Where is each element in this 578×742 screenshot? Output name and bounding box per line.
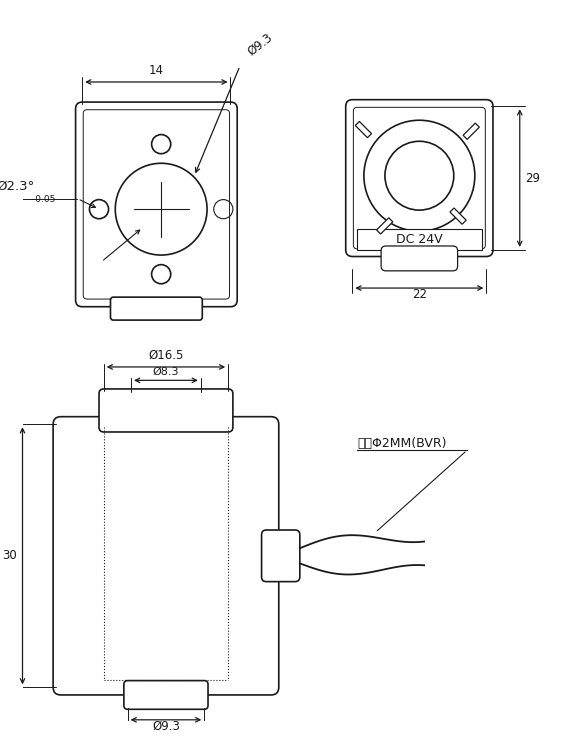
Text: 30: 30 bbox=[2, 549, 17, 562]
FancyBboxPatch shape bbox=[262, 530, 300, 582]
FancyBboxPatch shape bbox=[110, 297, 202, 320]
FancyBboxPatch shape bbox=[124, 680, 208, 709]
Text: Ø9.3: Ø9.3 bbox=[245, 30, 275, 58]
FancyBboxPatch shape bbox=[346, 99, 493, 257]
Text: 29: 29 bbox=[525, 171, 540, 185]
Bar bbox=[377, 218, 393, 234]
Bar bbox=[463, 123, 479, 139]
Text: 外径Φ2MM(BVR): 外径Φ2MM(BVR) bbox=[357, 437, 447, 450]
Text: Ø8.3: Ø8.3 bbox=[153, 367, 179, 376]
FancyBboxPatch shape bbox=[53, 417, 279, 695]
Text: 14: 14 bbox=[149, 65, 164, 77]
Text: Ø9.3: Ø9.3 bbox=[152, 720, 180, 733]
Text: -0.05: -0.05 bbox=[32, 195, 56, 204]
Bar bbox=[450, 208, 466, 224]
Bar bbox=[355, 122, 372, 138]
FancyBboxPatch shape bbox=[99, 389, 233, 432]
FancyBboxPatch shape bbox=[76, 102, 237, 306]
Text: Ø2.3°: Ø2.3° bbox=[0, 180, 35, 193]
Text: DC 24V: DC 24V bbox=[396, 233, 443, 246]
Text: 22: 22 bbox=[412, 289, 427, 301]
FancyBboxPatch shape bbox=[381, 246, 458, 271]
Bar bbox=[357, 229, 481, 250]
Text: Ø16.5: Ø16.5 bbox=[149, 349, 184, 362]
